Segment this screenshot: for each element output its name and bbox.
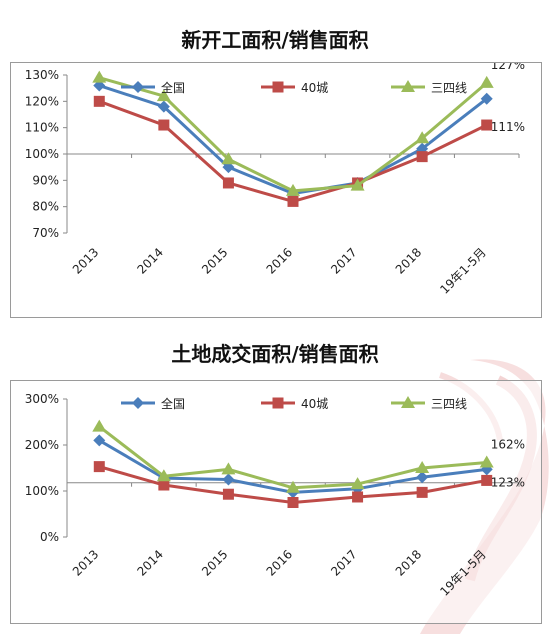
chart-1-panel: 70% 80% 90% 100% 110% 120% 130% 2013 2014 2015 201… — [10, 58, 542, 318]
data-point-city40 — [481, 474, 493, 486]
data-point-city40 — [158, 119, 170, 131]
y-tick-label: 100% — [25, 484, 59, 498]
data-point-tier34 — [479, 455, 494, 468]
data-label: 162% — [491, 437, 525, 451]
series-line-tier34 — [98, 425, 487, 490]
data-point-tier34 — [92, 70, 107, 83]
y-tick-label: 80% — [32, 200, 59, 214]
data-point-city40 — [416, 486, 428, 498]
data-label: 123% — [491, 475, 525, 489]
legend-label-tier34: 三四线 — [431, 397, 467, 411]
y-tick-label: 100% — [25, 147, 59, 161]
data-point-national — [416, 142, 429, 155]
data-point-city40 — [158, 479, 170, 491]
data-point-city40 — [416, 151, 428, 163]
data-point-tier34 — [350, 477, 365, 490]
legend-label-national: 全国 — [161, 80, 185, 95]
y-tick-label: 130% — [25, 68, 59, 82]
legend-label-tier34: 三四线 — [431, 81, 467, 95]
x-category-label: 19年1-5月 — [437, 245, 489, 297]
data-point-tier34 — [286, 480, 300, 493]
y-tick-label: 90% — [32, 173, 59, 187]
legend-marker-city40 — [272, 81, 284, 93]
series-line-national — [98, 84, 488, 195]
data-point-city40 — [352, 491, 364, 503]
data-point-tier34 — [479, 75, 494, 88]
y-tick-label: 70% — [32, 226, 59, 240]
chart-2-panel: 0% 100% 200% 300% 2013 2014 2015 2016 2017 2018 19… — [10, 380, 542, 624]
data-point-city40 — [222, 488, 234, 500]
data-label: 127% — [491, 63, 525, 72]
x-category-label: 2016 — [264, 547, 295, 578]
x-category-label: 2014 — [134, 547, 165, 578]
y-tick-label: 110% — [25, 121, 59, 135]
data-point-tier34 — [415, 461, 430, 473]
data-point-tier34 — [156, 469, 171, 482]
series-line-tier34 — [98, 76, 488, 193]
y-tick-label: 300% — [25, 392, 59, 406]
data-point-city40 — [222, 177, 234, 189]
data-point-tier34 — [92, 419, 107, 432]
data-point-national — [222, 161, 235, 174]
data-point-national — [157, 100, 170, 113]
legend-marker-city40 — [272, 397, 284, 409]
x-category-label: 2014 — [134, 245, 165, 276]
legend-marker-national — [132, 81, 144, 93]
data-point-city40 — [93, 95, 105, 107]
x-category-label: 19年1-5月 — [437, 547, 489, 599]
y-tick-label: 200% — [25, 438, 59, 452]
data-point-tier34 — [221, 462, 236, 475]
y-tick-label: 0% — [40, 530, 59, 544]
data-label: 111% — [491, 120, 525, 134]
chart-2: 0% 100% 200% 300% 2013 2014 2015 2016 2017 2018 19… — [25, 392, 525, 599]
x-category-label: 2013 — [70, 245, 101, 276]
x-category-label: 2015 — [199, 245, 230, 276]
x-category-label: 2017 — [328, 547, 359, 578]
chart-2-title: 土地成交面积/销售面积 — [171, 342, 379, 366]
legend-label-national: 全国 — [161, 396, 185, 411]
y-tick-label: 120% — [25, 94, 59, 108]
chart-1-title: 新开工面积/销售面积 — [181, 28, 369, 52]
data-point-city40 — [287, 497, 299, 508]
data-point-city40 — [287, 195, 299, 207]
data-point-tier34 — [415, 131, 430, 144]
x-category-label: 2015 — [199, 547, 230, 578]
data-point-city40 — [93, 461, 105, 473]
data-point-tier34 — [221, 152, 236, 165]
x-category-label: 2018 — [393, 547, 424, 578]
legend-marker-tier34 — [401, 80, 415, 92]
data-point-tier34 — [286, 183, 300, 196]
data-point-tier34 — [156, 89, 171, 102]
data-point-national — [222, 473, 235, 486]
data-point-national — [480, 92, 493, 105]
legend-label-city40: 40城 — [301, 81, 328, 95]
x-category-label: 2018 — [393, 245, 424, 276]
x-category-label: 2017 — [328, 245, 359, 276]
data-point-tier34 — [350, 178, 365, 191]
legend-label-city40: 40城 — [301, 397, 328, 411]
legend-marker-national — [132, 397, 144, 409]
data-point-city40 — [481, 119, 493, 131]
data-point-national — [93, 434, 106, 447]
chart-1: 70% 80% 90% 100% 110% 120% 130% 2013 2014 2015 201… — [25, 58, 525, 297]
data-point-national — [416, 471, 429, 484]
legend-marker-tier34 — [401, 396, 415, 408]
x-category-label: 2013 — [70, 547, 101, 578]
x-category-label: 2016 — [264, 245, 295, 276]
